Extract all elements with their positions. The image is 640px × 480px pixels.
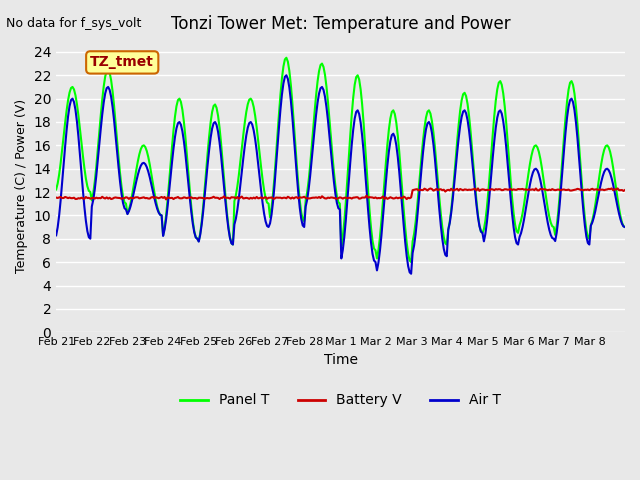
Y-axis label: Temperature (C) / Power (V): Temperature (C) / Power (V) [15,99,28,273]
Title: Tonzi Tower Met: Temperature and Power: Tonzi Tower Met: Temperature and Power [171,15,510,33]
Text: No data for f_sys_volt: No data for f_sys_volt [6,17,142,30]
Legend: Panel T, Battery V, Air T: Panel T, Battery V, Air T [175,388,506,413]
X-axis label: Time: Time [324,353,358,367]
Text: TZ_tmet: TZ_tmet [90,55,154,70]
